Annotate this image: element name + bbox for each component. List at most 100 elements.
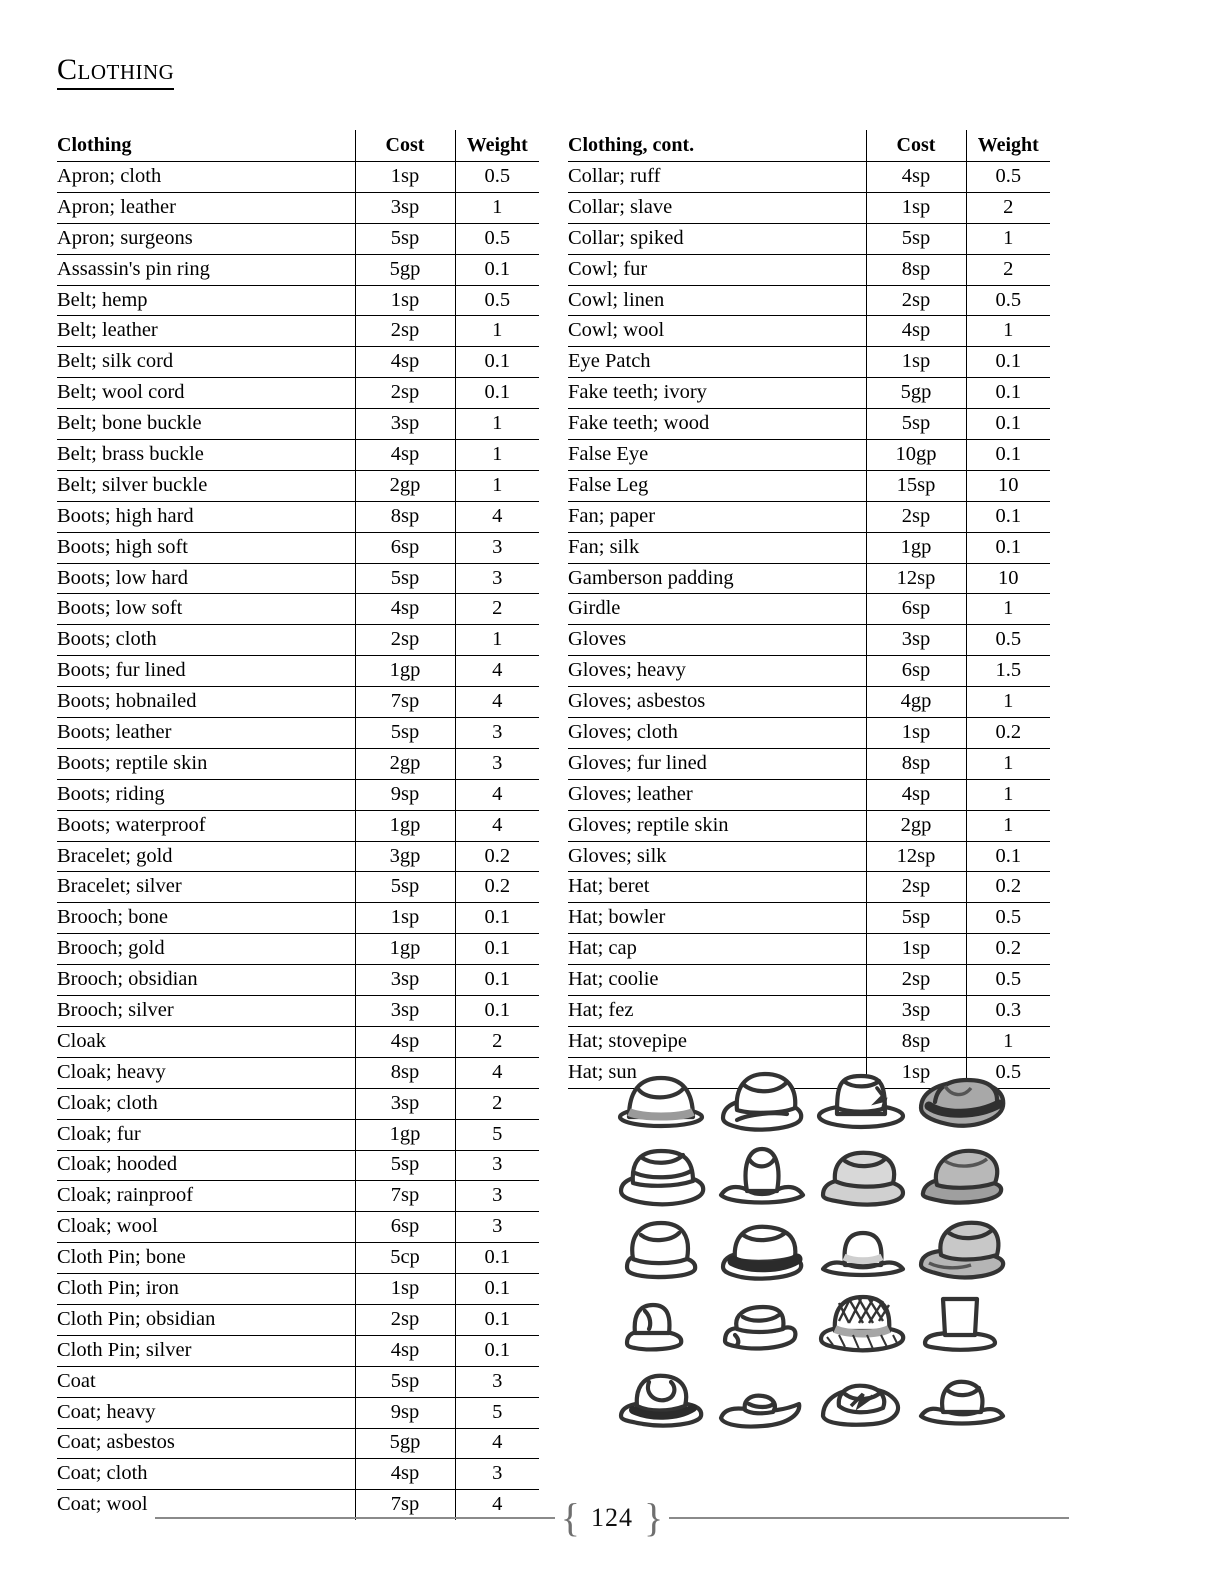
cell-weight: 4: [454, 810, 539, 842]
cell-name: Hat; beret: [568, 871, 866, 904]
cell-weight: 1: [965, 810, 1050, 842]
table-row: Cloth Pin; bone 5cp 0.1: [57, 1242, 539, 1275]
cell-cost: 2sp: [354, 315, 455, 348]
black-band-fedora-icon: [715, 1211, 809, 1285]
cell-weight: 0.5: [965, 902, 1050, 935]
cell-weight: 0.1: [454, 933, 539, 966]
table-row: Boots; fur lined 1gp 4: [57, 655, 539, 688]
cell-cost: 5sp: [865, 223, 966, 255]
cell-name: Boots; reptile skin: [57, 748, 355, 780]
cell-name: Brooch; gold: [57, 933, 355, 966]
cell-name: Belt; brass buckle: [57, 439, 355, 471]
page-number: 124: [591, 1503, 633, 1532]
cell-name: Collar; ruff: [568, 161, 866, 193]
cell-name: Fake teeth; wood: [568, 408, 866, 441]
cell-cost: 8sp: [865, 748, 966, 780]
cell-cost: 4sp: [354, 593, 455, 626]
table-row: Gloves; reptile skin 2gp 1: [568, 810, 1050, 842]
table-row: Belt; bone buckle 3sp 1: [57, 408, 539, 441]
cell-weight: 2: [454, 593, 539, 626]
table-row: Hat; stovepipe 8sp 1: [568, 1026, 1050, 1058]
cell-cost: 1sp: [354, 161, 455, 193]
table-row: Boots; hobnailed 7sp 4: [57, 686, 539, 719]
cell-cost: 1sp: [865, 346, 966, 379]
cell-name: Coat; cloth: [57, 1458, 355, 1491]
cell-cost: 1gp: [354, 655, 455, 688]
cell-cost: 6sp: [865, 593, 966, 626]
table-row: Boots; high soft 6sp 3: [57, 532, 539, 564]
cell-cost: 3sp: [354, 964, 455, 997]
cell-name: False Leg: [568, 470, 866, 502]
cell-name: Cowl; fur: [568, 254, 866, 286]
cell-weight: 1: [454, 470, 539, 502]
cell-name: Fan; paper: [568, 501, 866, 533]
clothing-table-right: Clothing, cont. Cost Weight Collar; ruff…: [568, 130, 1050, 1117]
page-title: Clothing: [57, 55, 175, 90]
table-row: Gloves; asbestos 4gp 1: [568, 686, 1050, 719]
cell-name: Boots; high hard: [57, 501, 355, 533]
cell-weight: 3: [454, 1180, 539, 1213]
gray-tilted-fedora-icon: [915, 1137, 1009, 1211]
cell-name: Cowl; linen: [568, 285, 866, 317]
table-row: Belt; silver buckle 2gp 1: [57, 470, 539, 502]
cell-name: Belt; silk cord: [57, 346, 355, 379]
table-row: Gloves; cloth 1sp 0.2: [568, 717, 1050, 749]
cell-name: Boots; high soft: [57, 532, 355, 564]
cell-name: False Eye: [568, 439, 866, 471]
cell-name: Assassin's pin ring: [57, 254, 355, 286]
cell-cost: 3sp: [354, 1088, 455, 1120]
cell-name: Gloves; leather: [568, 779, 866, 811]
cell-weight: 0.1: [454, 254, 539, 286]
cell-name: Apron; leather: [57, 192, 355, 224]
cell-weight: 1: [454, 192, 539, 224]
table-row: Brooch; silver 3sp 0.1: [57, 995, 539, 1027]
cell-cost: 5sp: [865, 408, 966, 441]
table-row: Apron; leather 3sp 1: [57, 192, 539, 224]
table-row: Cloth Pin; iron 1sp 0.1: [57, 1273, 539, 1305]
table-header: Clothing Cost Weight: [57, 130, 539, 162]
cell-cost: 2gp: [354, 748, 455, 780]
table-row: Girdle 6sp 1: [568, 593, 1050, 626]
table-row: Fan; paper 2sp 0.1: [568, 501, 1050, 533]
table-row: Hat; fez 3sp 0.3: [568, 995, 1050, 1027]
cell-cost: 5sp: [354, 1150, 455, 1182]
cell-cost: 4sp: [354, 346, 455, 379]
table-row: Hat; coolie 2sp 0.5: [568, 964, 1050, 997]
sun-hat-icon: [615, 1360, 709, 1434]
cell-cost: 9sp: [354, 779, 455, 811]
gray-slouch-hat-icon: [815, 1137, 909, 1211]
cell-cost: 2sp: [354, 624, 455, 657]
bowler-hat-icon: [615, 1211, 709, 1285]
cell-cost: 5sp: [354, 1366, 455, 1398]
cell-name: Collar; slave: [568, 192, 866, 224]
cell-name: Boots; fur lined: [57, 655, 355, 688]
table-row: Fake teeth; wood 5sp 0.1: [568, 408, 1050, 441]
cell-cost: 1sp: [354, 1273, 455, 1305]
table-row: Gloves 3sp 0.5: [568, 624, 1050, 657]
table-row: Collar; ruff 4sp 0.5: [568, 161, 1050, 193]
cell-weight: 3: [454, 1366, 539, 1398]
cell-weight: 0.1: [454, 1242, 539, 1275]
cell-cost: 8sp: [865, 254, 966, 286]
rancher-hat-icon: [915, 1360, 1009, 1434]
header-name: Clothing: [57, 130, 355, 162]
table-row: Coat; heavy 9sp 5: [57, 1397, 539, 1429]
cell-name: Apron; surgeons: [57, 223, 355, 255]
table-row: Coat; wool 7sp 4: [57, 1489, 539, 1521]
page-footer: { 124 }: [0, 1498, 1224, 1538]
cell-weight: 1: [454, 439, 539, 471]
table-row: Hat; sun 1sp 0.5: [568, 1057, 1050, 1089]
table-row: Boots; reptile skin 2gp 3: [57, 748, 539, 780]
cell-cost: 2sp: [354, 377, 455, 410]
table-row: Cloak 4sp 2: [57, 1026, 539, 1058]
footer-rule-left: [154, 1517, 555, 1519]
cell-weight: 0.5: [965, 1057, 1050, 1089]
cell-weight: 0.1: [454, 1335, 539, 1367]
cell-name: Boots; riding: [57, 779, 355, 811]
cell-name: Cloak; hooded: [57, 1150, 355, 1182]
cell-weight: 0.1: [965, 346, 1050, 379]
table-row: Boots; cloth 2sp 1: [57, 624, 539, 657]
header-name: Clothing, cont.: [568, 130, 866, 162]
footer-brace-right: }: [644, 1495, 664, 1540]
cell-weight: 1: [454, 624, 539, 657]
